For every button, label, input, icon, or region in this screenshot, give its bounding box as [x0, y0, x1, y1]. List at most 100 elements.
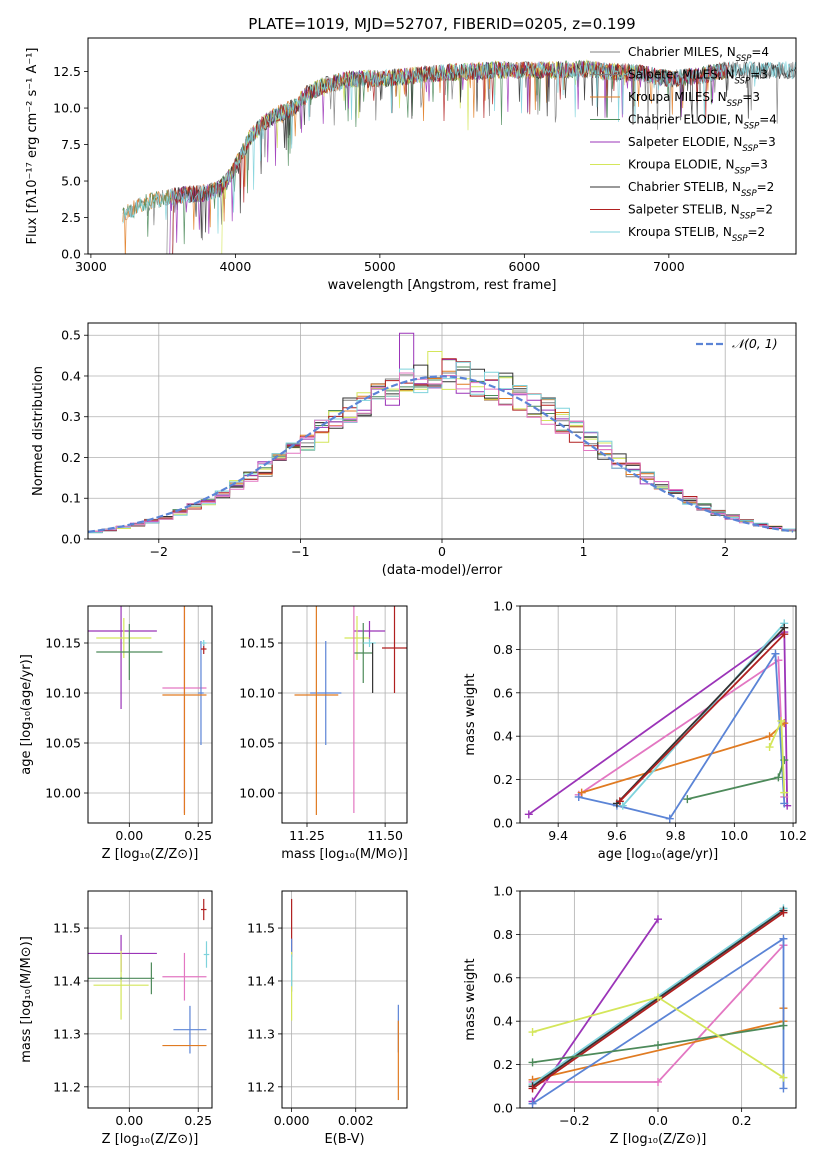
chart-data-layer: [122, 59, 796, 254]
x-tick-label: 10.0: [720, 828, 748, 843]
y-axis-label: Normed distribution: [31, 366, 46, 496]
y-axis-label: mass weight: [463, 673, 478, 755]
series-marker: [777, 717, 786, 726]
y-tick-label: 0.0: [61, 532, 81, 547]
series-marker: [779, 1073, 788, 1082]
y-tick-label: 0.6: [493, 970, 513, 985]
chart-residuals: −2 −1 0 1 2 0.0 0.1 0.2 0.3 0.4 0.5 (data-model)/er…: [31, 322, 797, 578]
y-tick-label: 10.00: [45, 786, 81, 801]
series-marker: [780, 788, 789, 797]
error-bar-point: [198, 641, 204, 745]
series-line: [578, 658, 786, 798]
legend-entry: Kroupa ELODIE, NSSP=3: [628, 158, 768, 177]
y-axis-label: Flux [fλ10⁻¹⁷ erg cm⁻² s⁻¹ A⁻¹]: [25, 48, 40, 245]
x-tick-label: 0.002: [338, 1113, 374, 1128]
y-tick-label: 0.2: [493, 1057, 513, 1072]
y-tick-label: 0.4: [493, 729, 513, 744]
error-bar-point: [200, 898, 207, 921]
x-tick-label: 1: [580, 544, 588, 559]
legend-entry: Kroupa STELIB, NSSP=2: [628, 225, 765, 244]
series-marker: [665, 814, 674, 823]
series-line: [616, 627, 785, 805]
y-tick-label: 10.05: [45, 736, 81, 751]
series-marker: [654, 1041, 662, 1050]
error-bar-point: [93, 950, 149, 1020]
series-marker: [779, 934, 788, 943]
error-bar-point: [173, 1005, 207, 1054]
chart-spectrum: 3000 4000 5000 6000 7000 0.0 2.5 5.0 7.5 10.0 12.5…: [25, 37, 797, 293]
y-tick-label: 0.6: [493, 685, 513, 700]
series-marker: [779, 1084, 788, 1093]
y-tick-label: 10.10: [239, 686, 275, 701]
x-axis-label: Z [log₁₀(Z/Z⊙)]: [102, 1132, 199, 1147]
x-tick-label: 3000: [75, 259, 107, 274]
error-bar-point: [203, 941, 210, 968]
weight-series: [528, 934, 788, 1108]
series-marker: [771, 649, 780, 658]
legend-entry: 𝒩(0, 1): [732, 336, 778, 351]
axes-frame: [519, 605, 797, 824]
series-line: [528, 630, 789, 816]
x-tick-label: 10.2: [779, 828, 807, 843]
error-bar-point: [88, 606, 157, 709]
x-axis-label: age [log₁₀(age/yr)]: [598, 847, 719, 862]
spectrum-line: [122, 61, 796, 234]
x-tick-label: 6000: [508, 259, 540, 274]
x-tick-label: 0.25: [184, 1113, 212, 1128]
plot-area: 3000 4000 5000 6000 70000.02.55.07.510.012.5…: [19, 37, 807, 1147]
error-bar-point: [162, 606, 207, 815]
x-tick-label: 0.25: [184, 828, 212, 843]
chart-weight-vs-age: 9.4 9.6 9.8 10.0 10.2 0.0 0.2 0.4 0.6 0.8 1.0 age […: [463, 599, 807, 863]
y-tick-label: 11.4: [247, 973, 275, 988]
y-tick-label: 2.5: [61, 210, 81, 225]
y-tick-label: 11.3: [53, 1026, 81, 1041]
axes-frame: [281, 605, 408, 824]
x-tick-label: −2: [150, 544, 168, 559]
series-marker: [654, 993, 662, 1002]
y-tick-label: 11.2: [247, 1079, 275, 1094]
legend-entry: Chabrier MILES, NSSP=4: [628, 45, 769, 64]
y-tick-label: 0.0: [61, 247, 81, 262]
x-tick-label: 0.2: [732, 1113, 752, 1128]
y-tick-label: 0.2: [61, 450, 81, 465]
y-tick-label: 0.2: [493, 772, 513, 787]
x-tick-label: 2: [721, 544, 729, 559]
error-bar-point: [310, 641, 342, 745]
y-tick-label: 7.5: [61, 137, 81, 152]
y-tick-label: 11.5: [247, 921, 275, 936]
y-tick-label: 11.2: [53, 1079, 81, 1094]
series-marker: [524, 810, 533, 819]
chart-data-layer: [528, 904, 788, 1108]
x-tick-label: 9.6: [607, 828, 627, 843]
spectrum-line: [220, 59, 641, 254]
series-marker: [774, 773, 783, 782]
chart-age-vs-mass: 11.25 11.50 10.00 10.05 10.10 10.15 mass [log₁…: [239, 605, 408, 862]
axes-frame: [281, 890, 408, 1109]
series-marker: [618, 801, 627, 810]
chart-data-layer: [88, 898, 210, 1054]
weight-series: [524, 628, 792, 819]
series-marker: [528, 1099, 537, 1108]
legend-entry: Salpeter MILES, NSSP=3: [628, 68, 768, 87]
y-tick-label: 5.0: [61, 174, 81, 189]
series-marker: [528, 1028, 537, 1037]
error-bar-point: [353, 623, 373, 683]
y-tick-label: 10.05: [239, 736, 275, 751]
axes-frame: [87, 605, 213, 824]
y-tick-label: 10.10: [45, 686, 81, 701]
error-bar-point: [363, 639, 376, 647]
x-tick-label: 0.0: [648, 1113, 668, 1128]
x-tick-label: −0.2: [559, 1113, 589, 1128]
y-tick-label: 0.5: [61, 328, 81, 343]
error-bar-point: [382, 606, 407, 693]
y-tick-label: 0.0: [493, 816, 513, 831]
x-tick-label: 7000: [653, 259, 685, 274]
series-line: [622, 622, 785, 807]
weight-series: [765, 717, 789, 797]
y-axis-label: age [log₁₀(age/yr)]: [19, 654, 34, 775]
y-axis-label: mass weight: [463, 958, 478, 1040]
x-tick-label: 5000: [364, 259, 396, 274]
series-marker: [779, 908, 788, 917]
legend-entry: Salpeter ELODIE, NSSP=3: [628, 135, 776, 154]
